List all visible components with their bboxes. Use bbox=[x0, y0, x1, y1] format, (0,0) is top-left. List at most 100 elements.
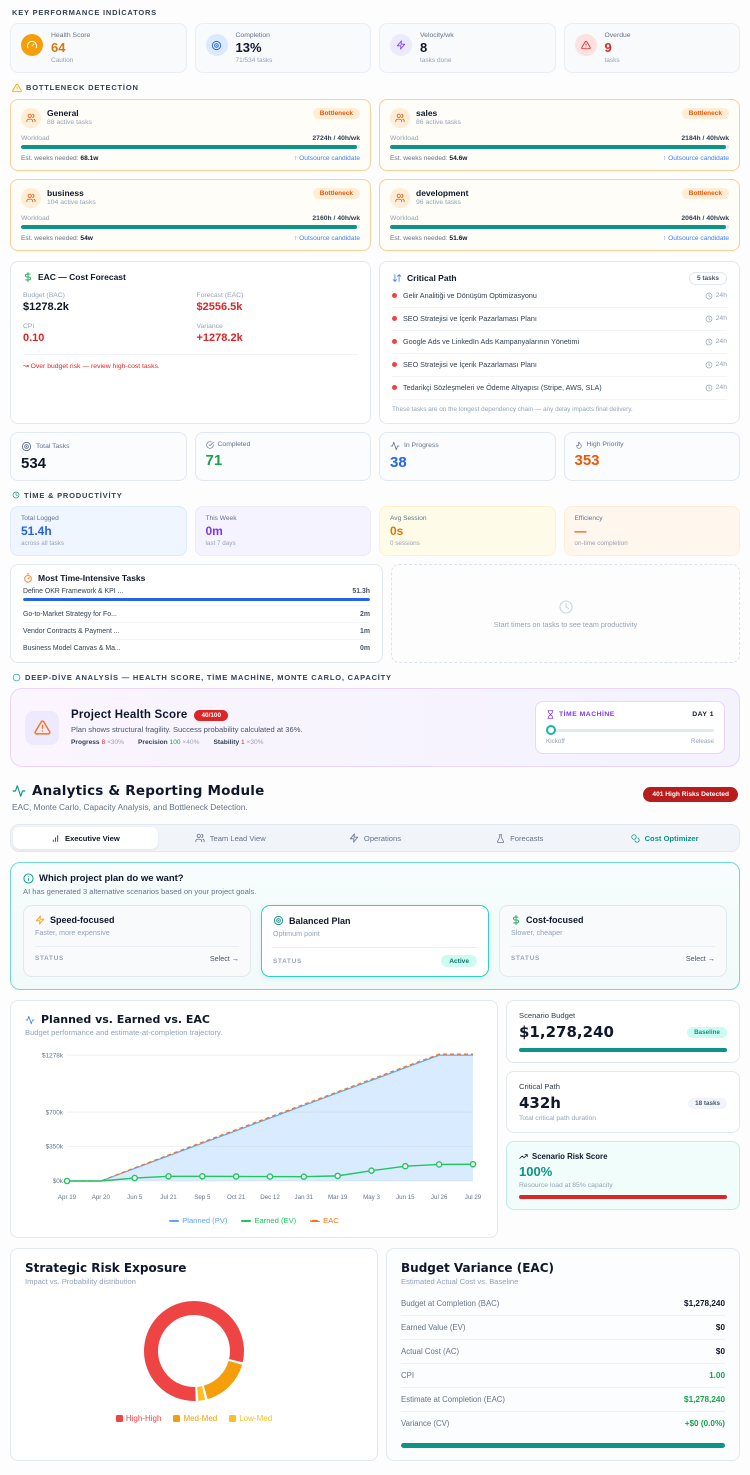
scenario-panel: Which project plan do we want? AI has ge… bbox=[10, 862, 740, 990]
eac-metric-cpi: CPI 0.10 bbox=[23, 323, 185, 344]
scenario-card-balanced-plan[interactable]: Balanced Plan Optimum point STATUS Activ… bbox=[261, 905, 489, 977]
critical-path-list: Gelir Analitiği ve Dönüşüm Optimizasyonu… bbox=[392, 285, 727, 400]
intensive-task-row: Business Model Canvas & Ma...0m bbox=[23, 640, 370, 656]
users-icon bbox=[390, 188, 410, 208]
critical-path-item: SEO Stratejisi ve İçerik Pazarlaması Pla… bbox=[392, 308, 727, 331]
outsource-candidate-link[interactable]: ↑ Outsource candidate bbox=[294, 235, 360, 242]
critical-path-item: Gelir Analitiği ve Dönüşüm Optimizasyonu… bbox=[392, 285, 727, 308]
workload-bar bbox=[390, 145, 729, 149]
tab-forecasts[interactable]: Forecasts bbox=[447, 827, 592, 849]
svg-text:Dec 12: Dec 12 bbox=[260, 1194, 280, 1201]
alert-triangle-icon bbox=[25, 711, 59, 745]
eac-metric-budget: Budget (BAC) $1278.2k bbox=[23, 292, 185, 313]
tab-team-lead-view[interactable]: Team Lead View bbox=[158, 827, 303, 849]
time-card-avg-session: Avg Session 0s 0 sessions bbox=[379, 506, 556, 556]
baseline-badge: Baseline bbox=[687, 1027, 727, 1038]
scenario-card-speed-focused[interactable]: Speed-focused Faster, more expensive STA… bbox=[23, 905, 251, 977]
workload-label: Workload bbox=[390, 135, 419, 142]
activity-icon bbox=[12, 784, 26, 798]
users-icon bbox=[21, 108, 41, 128]
bottom-row: Strategic Risk Exposure Impact vs. Proba… bbox=[10, 1248, 740, 1461]
red-dot-icon bbox=[392, 316, 397, 321]
task-count-badge: 18 tasks bbox=[688, 1098, 727, 1109]
evm-chart-title: Planned vs. Earned vs. EAC bbox=[41, 1013, 210, 1026]
variance-row: Variance (CV)+$0 (0.0%) bbox=[401, 1412, 725, 1435]
evm-chart-subtitle: Budget performance and estimate-at-compl… bbox=[25, 1028, 483, 1037]
kpi-sub: tasks done bbox=[420, 57, 454, 64]
activity-icon bbox=[25, 1015, 35, 1025]
bottleneck-grid: General 88 active tasks Bottleneck Workl… bbox=[10, 99, 740, 251]
red-dot-icon bbox=[392, 293, 397, 298]
kpi-label: Overdue bbox=[605, 32, 631, 39]
eac-cost-forecast-card: EAC — Cost Forecast Budget (BAC) $1278.2… bbox=[10, 261, 371, 424]
circle-icon bbox=[12, 673, 21, 682]
zap-icon bbox=[390, 34, 412, 56]
arrow-up-down-icon bbox=[392, 273, 402, 283]
tab-operations[interactable]: Operations bbox=[303, 827, 448, 849]
svg-text:Apr 20: Apr 20 bbox=[92, 1194, 111, 1201]
high-risks-badge: 401 High Risks Detected bbox=[643, 787, 738, 802]
clock-icon bbox=[705, 338, 713, 346]
intensive-task-row: Go-to-Market Strategy for Fo...2m bbox=[23, 606, 370, 623]
clock-icon bbox=[705, 292, 713, 300]
red-dot-icon bbox=[392, 362, 397, 367]
svg-text:Jun 15: Jun 15 bbox=[396, 1194, 415, 1201]
slider-knob[interactable] bbox=[546, 725, 556, 735]
bottleneck-card-general: General 88 active tasks Bottleneck Workl… bbox=[10, 99, 371, 171]
svg-text:Jun 5: Jun 5 bbox=[127, 1194, 143, 1201]
users-icon bbox=[390, 108, 410, 128]
time-machine-slider[interactable] bbox=[546, 725, 714, 735]
red-dot-icon bbox=[392, 339, 397, 344]
alert-triangle-icon bbox=[575, 34, 597, 56]
red-dot-icon bbox=[392, 385, 397, 390]
analytics-module-header: Analytics & Reporting Module EAC, Monte … bbox=[10, 783, 740, 812]
legend-item: High-High bbox=[116, 1414, 162, 1423]
time-card-this-week: This Week 0m last 7 days bbox=[195, 506, 372, 556]
legend-item: Med-Med bbox=[173, 1414, 217, 1423]
gauge-icon bbox=[21, 34, 43, 56]
variance-row: Estimate at Completion (EAC)$1,278,240 bbox=[401, 1388, 725, 1412]
zap-icon bbox=[35, 915, 45, 925]
scenario-card-cost-focused[interactable]: Cost-focused Slower, cheaper STATUS Sele… bbox=[499, 905, 727, 977]
svg-text:Jul 21: Jul 21 bbox=[160, 1194, 177, 1201]
time-section-label: TİME & PRODUCTİVİTY bbox=[12, 491, 738, 500]
tab-executive-view[interactable]: Executive View bbox=[13, 827, 158, 849]
variance-table: Budget at Completion (BAC)$1,278,240 Ear… bbox=[401, 1292, 725, 1435]
stats-row: Total Tasks 534 Completed 71 In Progress… bbox=[10, 432, 740, 481]
status-label: STATUS bbox=[273, 958, 302, 965]
workload-value: 2724h / 40h/wk bbox=[312, 135, 360, 142]
svg-text:May 3: May 3 bbox=[363, 1194, 380, 1201]
deep-dive-section-title: DEEP-DİVE ANALYSİS — HEALTH SCORE, TİME … bbox=[25, 673, 392, 682]
status-label: STATUS bbox=[35, 955, 64, 962]
stat-value: 38 bbox=[390, 454, 545, 471]
bottleneck-task-count: 104 active tasks bbox=[47, 199, 96, 206]
kpi-label: Health Score bbox=[51, 32, 90, 39]
time-machine-title: TİME MACHİNE bbox=[559, 711, 615, 718]
task-time-bar bbox=[23, 598, 370, 602]
kpi-value: 13% bbox=[236, 41, 273, 56]
select-scenario-button[interactable]: Select → bbox=[686, 954, 715, 963]
legend-item: EAC bbox=[310, 1216, 339, 1225]
risk-donut-chart bbox=[25, 1290, 363, 1412]
scenario-question: Which project plan do we want? bbox=[39, 873, 184, 884]
time-section-title: TİME & PRODUCTİVİTY bbox=[24, 491, 123, 500]
clock-icon bbox=[558, 599, 574, 615]
weeks-needed: Est. weeks needed: 54w bbox=[21, 235, 93, 242]
svg-text:Sep 5: Sep 5 bbox=[194, 1194, 211, 1201]
flame-icon bbox=[575, 441, 583, 449]
bottleneck-badge: Bottleneck bbox=[313, 108, 360, 119]
select-scenario-button[interactable]: Select → bbox=[210, 954, 239, 963]
outsource-candidate-link[interactable]: ↑ Outsource candidate bbox=[294, 155, 360, 162]
module-title: Analytics & Reporting Module bbox=[32, 783, 264, 799]
outsource-candidate-link[interactable]: ↑ Outsource candidate bbox=[663, 155, 729, 162]
workload-bar bbox=[21, 225, 360, 229]
slider-end-label: Release bbox=[691, 738, 714, 745]
timer-icon bbox=[23, 573, 33, 583]
outsource-candidate-link[interactable]: ↑ Outsource candidate bbox=[663, 235, 729, 242]
variance-bar bbox=[401, 1443, 725, 1448]
kpi-value: 8 bbox=[420, 41, 454, 56]
kpi-card-velocity: Velocity/wk 8 tasks done bbox=[379, 23, 556, 73]
bottleneck-card-business: business 104 active tasks Bottleneck Wor… bbox=[10, 179, 371, 251]
tab-cost-optimizer[interactable]: Cost Optimizer bbox=[592, 827, 737, 849]
